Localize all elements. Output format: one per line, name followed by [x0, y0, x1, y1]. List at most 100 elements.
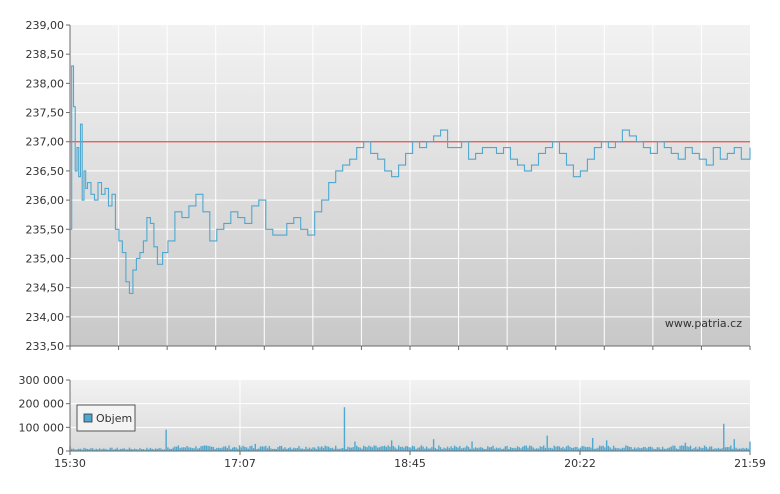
volume-bar [362, 445, 365, 451]
volume-bar [457, 447, 459, 451]
volume-bar [647, 446, 650, 451]
x-tick-label: 15:30 [54, 457, 86, 470]
volume-bar [277, 447, 279, 451]
volume-bar [116, 447, 118, 451]
volume-bar [375, 445, 377, 451]
volume-bars [69, 407, 751, 451]
volume-bar [240, 447, 243, 451]
volume-bar [695, 446, 697, 451]
volume-bar [418, 447, 421, 451]
price-y-tick-label: 237,50 [26, 107, 65, 120]
volume-bar [632, 448, 634, 451]
volume-bar [317, 446, 319, 451]
volume-bar [448, 448, 451, 451]
volume-bar [345, 448, 347, 451]
volume-bar [104, 448, 106, 451]
volume-bar [322, 447, 325, 451]
volume-bar [209, 446, 211, 451]
volume-bar [118, 449, 120, 451]
volume-bar [467, 446, 470, 451]
volume-bar [733, 439, 735, 451]
volume-bar [72, 448, 75, 451]
volume-bar [726, 447, 728, 451]
volume-bar [376, 447, 379, 451]
volume-bar [137, 449, 139, 451]
volume-bar [100, 449, 103, 451]
volume-bar [724, 447, 727, 451]
volume-bar [198, 448, 201, 451]
volume-bar [466, 445, 468, 451]
volume-bar [247, 448, 249, 451]
volume-bar [595, 448, 597, 451]
volume-bar [749, 441, 751, 451]
volume-bar [471, 441, 473, 451]
volume-bar [174, 446, 176, 451]
volume-bar [186, 445, 188, 451]
volume-bar [534, 448, 536, 451]
volume-bar [123, 448, 125, 451]
volume-bar [417, 447, 419, 451]
volume-bar [207, 445, 209, 451]
volume-bar [509, 447, 512, 451]
volume-bar [212, 447, 215, 451]
volume-bar [508, 449, 510, 451]
volume-bar [672, 445, 674, 451]
volume-bar [598, 445, 601, 451]
volume-bar [231, 447, 234, 451]
volume-bar [668, 447, 671, 451]
volume-bar [217, 447, 220, 451]
volume-bar [312, 447, 314, 451]
volume-bar [224, 446, 227, 451]
volume-bar [170, 448, 173, 451]
volume-bar [434, 447, 437, 451]
volume-bar [81, 449, 83, 451]
volume-bar [506, 445, 508, 451]
volume-bar [314, 447, 316, 451]
volume-bar [674, 445, 676, 451]
volume-bar [628, 446, 631, 451]
legend-label: Objem [96, 412, 132, 425]
volume-bar [675, 448, 678, 451]
volume-bar [371, 447, 374, 451]
price-y-tick-label: 235,00 [26, 252, 65, 265]
volume-bar [113, 449, 115, 451]
volume-bar [639, 447, 641, 451]
volume-bar [160, 448, 162, 451]
volume-bar [389, 446, 391, 451]
volume-bar [270, 448, 272, 451]
volume-bar [205, 445, 208, 451]
volume-bar [319, 447, 321, 451]
volume-bar [483, 449, 485, 451]
legend: Objem [76, 404, 136, 432]
volume-bar [642, 447, 645, 451]
volume-bar [380, 446, 382, 451]
volume-bar [291, 448, 293, 451]
volume-bar [679, 445, 681, 451]
volume-bar [210, 446, 213, 451]
volume-bar [284, 447, 286, 451]
volume-bar [646, 448, 648, 451]
volume-bar [716, 448, 718, 451]
volume-bar [413, 446, 416, 451]
volume-bar [172, 447, 174, 451]
price-y-tick-label: 234,50 [26, 282, 65, 295]
volume-bar [328, 446, 330, 451]
volume-bar [420, 445, 423, 451]
volume-bar [244, 446, 246, 451]
volume-bar [268, 445, 270, 451]
volume-bar [499, 447, 501, 451]
volume-bar [730, 445, 732, 451]
volume-bar [404, 446, 407, 451]
volume-bar [424, 448, 426, 451]
volume-bar [177, 445, 180, 451]
volume-bar [651, 447, 653, 451]
volume-bar [324, 445, 326, 451]
price-y-tick-label: 235,50 [26, 223, 65, 236]
volume-bar [710, 446, 713, 451]
volume-bar [501, 448, 503, 451]
volume-bar [144, 449, 146, 451]
volume-bar [661, 446, 664, 451]
volume-bar [735, 447, 737, 451]
volume-bar [705, 446, 707, 451]
